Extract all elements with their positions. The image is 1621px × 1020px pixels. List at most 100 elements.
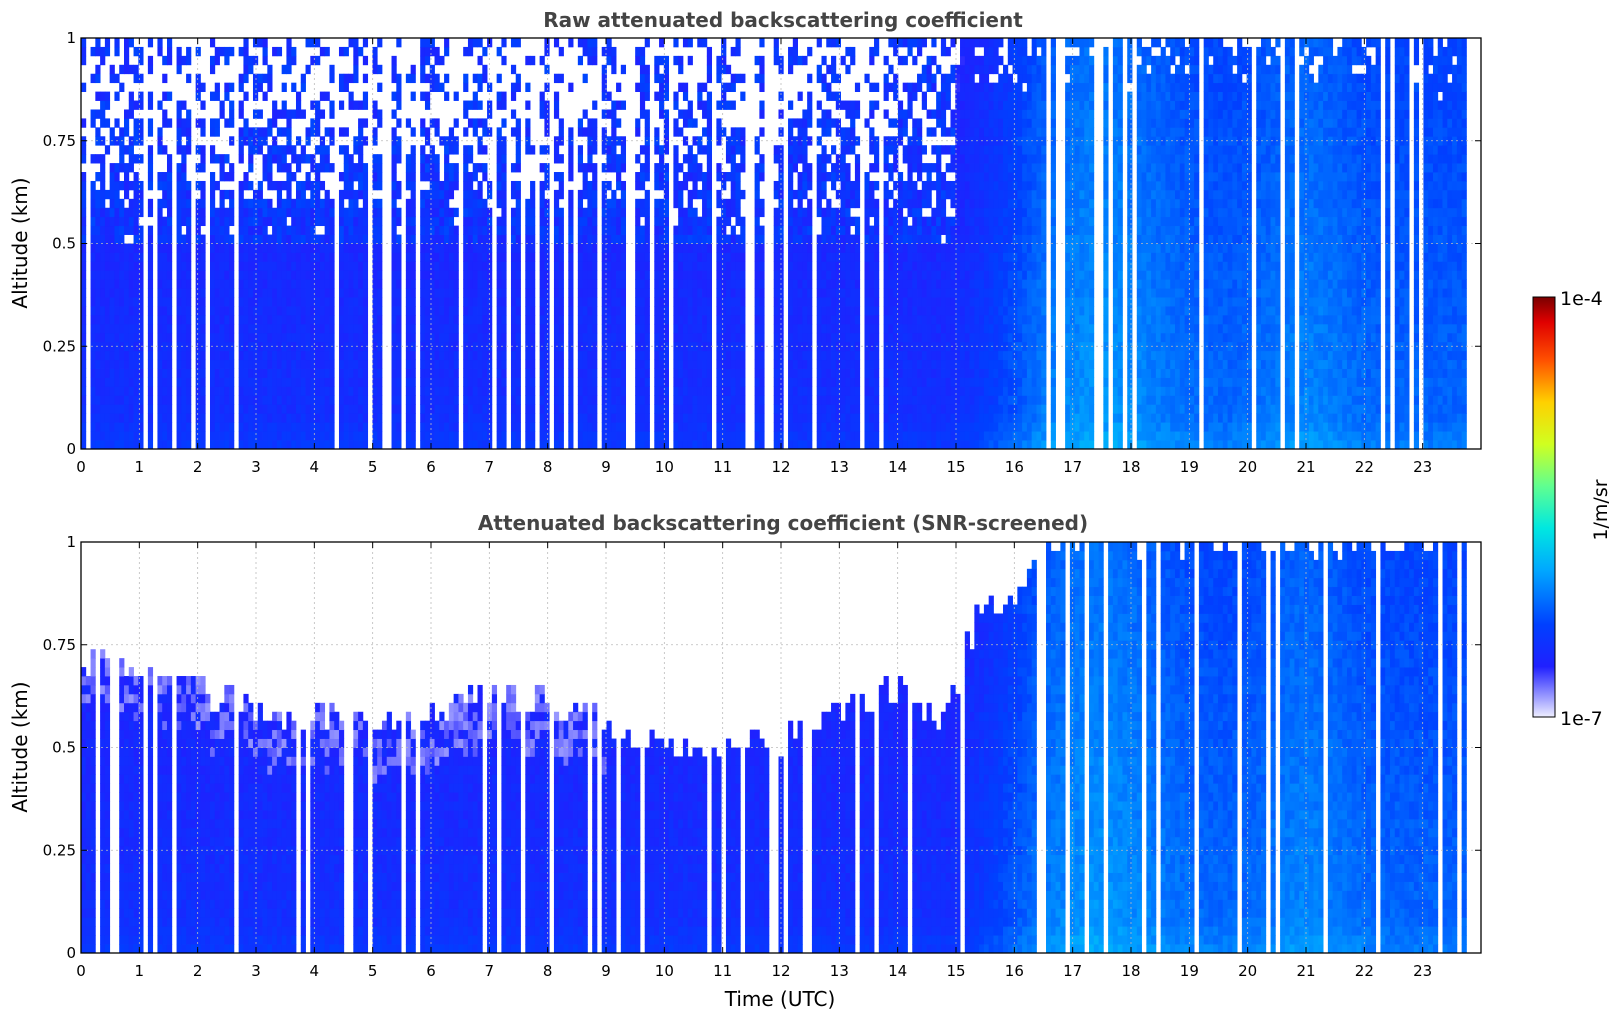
heatmap-cell xyxy=(329,235,334,244)
heatmap-cell xyxy=(444,226,449,235)
heatmap-cell xyxy=(554,351,559,360)
heatmap-cell xyxy=(497,190,502,199)
heatmap-cell xyxy=(530,288,535,297)
heatmap-cell xyxy=(411,217,416,226)
heatmap-cell xyxy=(353,226,358,235)
heatmap-cell xyxy=(224,118,229,127)
heatmap-cell xyxy=(568,279,573,288)
panel1-title: Raw attenuated backscattering coefficien… xyxy=(543,8,1023,32)
heatmap-cell xyxy=(239,395,244,404)
heatmap-cell xyxy=(798,440,803,449)
heatmap-cell xyxy=(721,369,726,378)
heatmap-cell xyxy=(497,413,502,422)
heatmap-cell xyxy=(683,235,688,244)
heatmap-cell xyxy=(91,118,96,127)
heatmap-cell xyxy=(864,413,869,422)
heatmap-cell xyxy=(473,378,478,387)
heatmap-cell xyxy=(759,172,764,181)
heatmap-cell xyxy=(611,154,616,163)
heatmap-cell xyxy=(430,395,435,404)
heatmap-cell xyxy=(344,163,349,172)
heatmap-cell xyxy=(134,74,139,83)
heatmap-cell xyxy=(640,333,645,342)
heatmap-cell xyxy=(707,297,712,306)
heatmap-cell xyxy=(124,351,129,360)
heatmap-cell xyxy=(798,244,803,253)
heatmap-cell xyxy=(697,163,702,172)
heatmap-cell xyxy=(339,74,344,83)
heatmap-cell xyxy=(286,163,291,172)
heatmap-cell xyxy=(841,395,846,404)
heatmap-cell xyxy=(81,172,86,181)
heatmap-cell xyxy=(196,217,201,226)
heatmap-cell xyxy=(640,208,645,217)
heatmap-cell xyxy=(802,288,807,297)
heatmap-cell xyxy=(229,163,234,172)
heatmap-cell xyxy=(339,226,344,235)
heatmap-cell xyxy=(578,413,583,422)
heatmap-cell xyxy=(583,244,588,253)
heatmap-cell xyxy=(516,288,521,297)
heatmap-cell xyxy=(516,83,521,92)
heatmap-cell xyxy=(215,395,220,404)
heatmap-cell xyxy=(372,279,377,288)
heatmap-cell xyxy=(186,181,191,190)
heatmap-cell xyxy=(735,47,740,56)
heatmap-cell xyxy=(587,145,592,154)
heatmap-cell xyxy=(607,279,612,288)
heatmap-cell xyxy=(659,83,664,92)
heatmap-cell xyxy=(735,163,740,172)
heatmap-cell xyxy=(788,127,793,136)
heatmap-cell xyxy=(554,261,559,270)
heatmap-cell xyxy=(411,297,416,306)
heatmap-cell xyxy=(105,235,110,244)
heatmap-cell xyxy=(449,235,454,244)
heatmap-cell xyxy=(110,172,115,181)
heatmap-cell xyxy=(845,217,850,226)
heatmap-cell xyxy=(554,199,559,208)
heatmap-cell xyxy=(372,56,377,65)
heatmap-cell xyxy=(167,56,172,65)
heatmap-cell xyxy=(788,252,793,261)
heatmap-cell xyxy=(306,395,311,404)
heatmap-cell xyxy=(807,252,812,261)
heatmap-cell xyxy=(349,163,354,172)
heatmap-cell xyxy=(864,181,869,190)
heatmap-cell xyxy=(826,154,831,163)
heatmap-cell xyxy=(463,217,468,226)
heatmap-cell xyxy=(659,92,664,101)
heatmap-cell xyxy=(114,431,119,440)
heatmap-cell xyxy=(396,38,401,47)
heatmap-cell xyxy=(210,199,215,208)
heatmap-cell xyxy=(162,386,167,395)
heatmap-cell xyxy=(358,145,363,154)
heatmap-cell xyxy=(329,297,334,306)
heatmap-cell xyxy=(444,244,449,253)
heatmap-cell xyxy=(611,270,616,279)
heatmap-cell xyxy=(372,413,377,422)
heatmap-cell xyxy=(444,163,449,172)
heatmap-cell xyxy=(344,47,349,56)
heatmap-cell xyxy=(659,378,664,387)
heatmap-cell xyxy=(253,288,258,297)
heatmap-cell xyxy=(454,386,459,395)
heatmap-cell xyxy=(774,395,779,404)
heatmap-cell xyxy=(635,315,640,324)
heatmap-cell xyxy=(91,404,96,413)
heatmap-cell xyxy=(788,386,793,395)
heatmap-cell xyxy=(291,422,296,431)
heatmap-cell xyxy=(798,127,803,136)
heatmap-cell xyxy=(635,288,640,297)
heatmap-cell xyxy=(425,422,430,431)
heatmap-cell xyxy=(511,127,516,136)
heatmap-cell xyxy=(640,378,645,387)
heatmap-cell xyxy=(420,404,425,413)
heatmap-cell xyxy=(635,244,640,253)
heatmap-cell xyxy=(267,440,272,449)
heatmap-cell xyxy=(845,47,850,56)
heatmap-cell xyxy=(406,118,411,127)
heatmap-cell xyxy=(406,360,411,369)
heatmap-cell xyxy=(544,378,549,387)
heatmap-cell xyxy=(91,279,96,288)
heatmap-cell xyxy=(210,56,215,65)
